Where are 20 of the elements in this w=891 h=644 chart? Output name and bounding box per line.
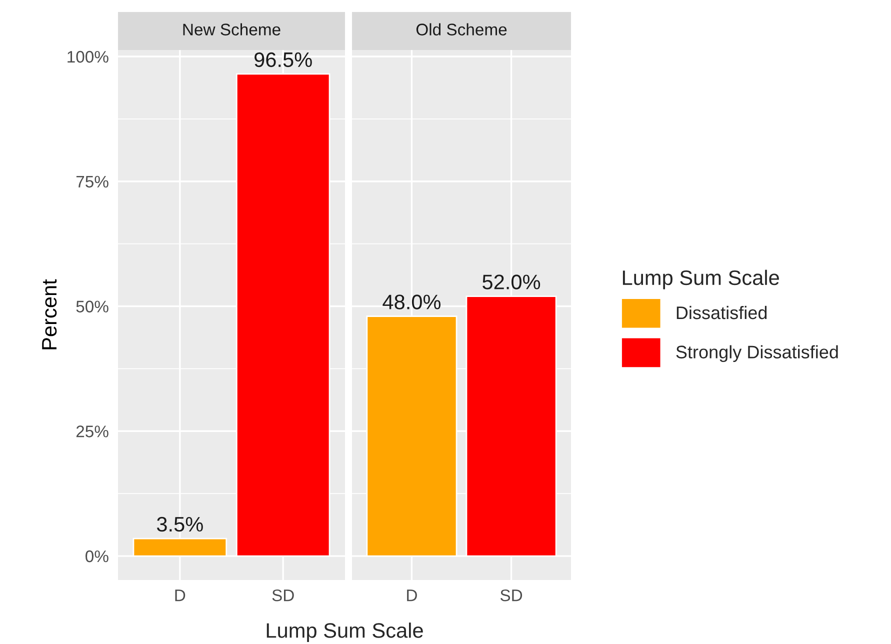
x-tick-label: D (175, 590, 186, 602)
data-label: 52.0% (482, 274, 540, 290)
y-axis-title: Percent (42, 279, 57, 350)
x-tick-label: SD (500, 589, 522, 602)
y-tick-label: 75% (76, 176, 108, 188)
y-tick-label: 25% (76, 426, 108, 438)
legend-label: Dissatisfied (676, 306, 767, 320)
data-label: 48.0% (382, 294, 441, 310)
x-tick-label: D (407, 590, 417, 602)
y-tick-label: 0% (86, 550, 108, 562)
x-axis-title: Lump Sum Scale (266, 622, 423, 642)
legend-title: Lump Sum Scale (622, 270, 779, 290)
y-tick-label: 100% (68, 50, 108, 63)
chart-title: New Scheme (183, 23, 280, 36)
data-label: 3.5% (156, 516, 203, 532)
x-tick-label: SD (272, 589, 294, 602)
legend-label: Strongly Dissatisfied (676, 345, 838, 362)
chart-title: Old Scheme (416, 23, 507, 36)
data-label: 96.5% (254, 52, 312, 68)
y-tick-label: 50% (76, 300, 108, 312)
